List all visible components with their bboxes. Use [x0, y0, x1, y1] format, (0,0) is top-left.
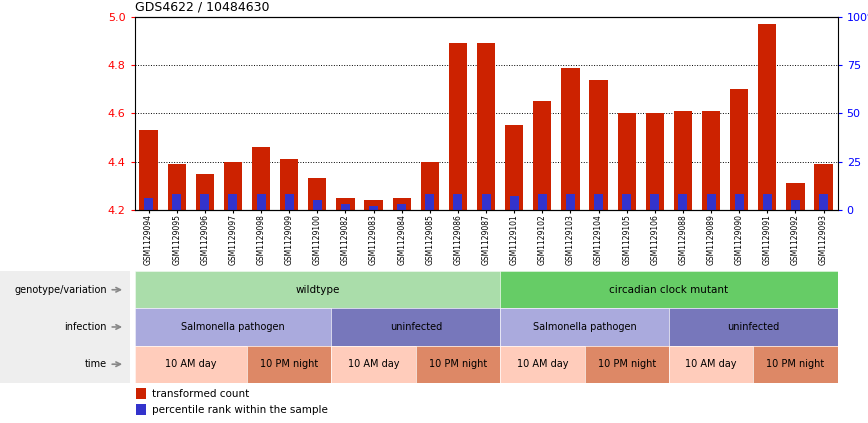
Bar — [505, 126, 523, 210]
Bar — [589, 80, 608, 210]
Text: 10 AM day: 10 AM day — [686, 359, 737, 369]
Text: 10 PM night: 10 PM night — [260, 359, 319, 369]
Text: uninfected: uninfected — [390, 322, 442, 332]
Bar — [453, 195, 463, 210]
Bar — [707, 195, 715, 210]
Bar — [257, 195, 266, 210]
Text: transformed count: transformed count — [152, 389, 249, 398]
Bar — [650, 195, 660, 210]
Bar — [562, 68, 580, 210]
Bar — [594, 195, 603, 210]
Bar — [195, 174, 214, 210]
Bar — [449, 44, 467, 210]
Bar — [674, 111, 692, 210]
Bar — [365, 200, 383, 210]
Bar — [814, 164, 832, 210]
Bar — [566, 195, 575, 210]
Bar — [421, 162, 439, 210]
Bar — [312, 200, 322, 210]
Bar — [168, 164, 186, 210]
Bar — [786, 183, 805, 210]
Bar — [228, 195, 238, 210]
Text: infection: infection — [64, 322, 107, 332]
Bar — [308, 179, 326, 210]
Bar — [510, 196, 519, 210]
Text: 10 AM day: 10 AM day — [516, 359, 568, 369]
Bar — [763, 195, 772, 210]
Bar — [224, 162, 242, 210]
Bar — [533, 101, 551, 210]
Text: uninfected: uninfected — [727, 322, 779, 332]
Bar — [285, 195, 293, 210]
Bar — [201, 195, 209, 210]
Bar — [136, 404, 146, 415]
Text: percentile rank within the sample: percentile rank within the sample — [152, 405, 328, 415]
Text: 10 PM night: 10 PM night — [766, 359, 825, 369]
Bar — [369, 206, 378, 210]
Bar — [819, 195, 828, 210]
Bar — [425, 195, 434, 210]
Bar — [144, 198, 153, 210]
Bar — [482, 195, 490, 210]
Text: 10 PM night: 10 PM night — [597, 359, 656, 369]
Bar — [252, 147, 270, 210]
Bar — [341, 204, 350, 210]
Text: 10 AM day: 10 AM day — [165, 359, 216, 369]
Text: GDS4622 / 10484630: GDS4622 / 10484630 — [135, 0, 269, 13]
Bar — [617, 113, 636, 210]
Bar — [280, 159, 299, 210]
Text: wildtype: wildtype — [295, 285, 339, 295]
Bar — [734, 195, 744, 210]
Bar — [730, 89, 748, 210]
Bar — [172, 195, 181, 210]
Bar — [336, 198, 355, 210]
Text: 10 PM night: 10 PM night — [429, 359, 487, 369]
Bar — [702, 111, 720, 210]
Text: circadian clock mutant: circadian clock mutant — [609, 285, 728, 295]
Bar — [791, 200, 800, 210]
Bar — [758, 24, 777, 210]
Bar — [646, 113, 664, 210]
Bar — [679, 195, 687, 210]
Text: Salmonella pathogen: Salmonella pathogen — [181, 322, 285, 332]
Bar — [477, 44, 496, 210]
Bar — [622, 195, 631, 210]
Bar — [136, 388, 146, 399]
Text: time: time — [85, 359, 107, 369]
Text: Salmonella pathogen: Salmonella pathogen — [533, 322, 636, 332]
Bar — [398, 204, 406, 210]
Bar — [392, 198, 411, 210]
Bar — [538, 195, 547, 210]
Text: genotype/variation: genotype/variation — [14, 285, 107, 295]
Bar — [140, 130, 158, 210]
Text: 10 AM day: 10 AM day — [348, 359, 399, 369]
